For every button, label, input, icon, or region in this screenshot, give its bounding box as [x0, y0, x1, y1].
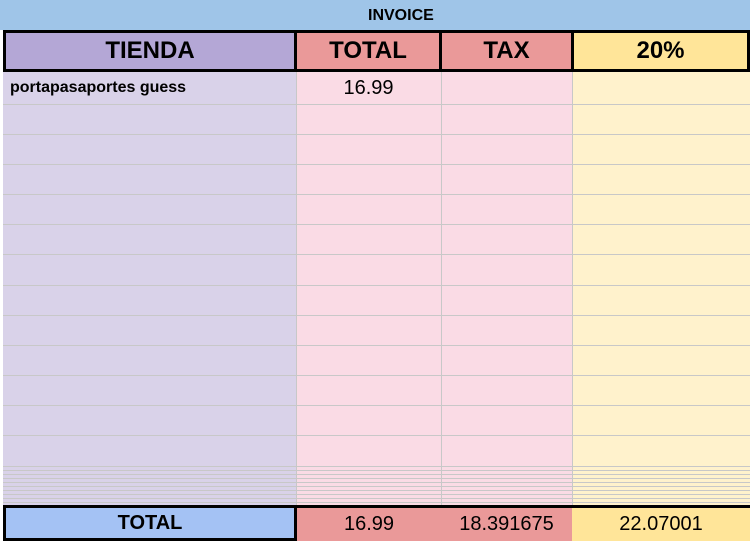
grid-line	[3, 254, 750, 255]
grid-line	[3, 134, 750, 135]
total-cell: 16.99	[297, 505, 441, 541]
total-cell: 22.07001	[572, 505, 750, 541]
cell: 16.99	[343, 76, 394, 99]
grid-line	[3, 478, 750, 479]
grid-line	[3, 104, 750, 105]
column-fill	[441, 71, 572, 505]
grid-line	[441, 71, 442, 505]
column-fill	[572, 71, 750, 505]
grid-line	[3, 285, 750, 286]
column-header: TIENDA	[3, 30, 297, 72]
grid-line	[3, 470, 750, 471]
column-fill	[3, 71, 296, 505]
column-fill	[296, 71, 441, 505]
column-header: 20%	[571, 30, 750, 72]
grid-line	[3, 375, 750, 376]
column-header: TAX	[439, 30, 574, 72]
title-bar: INVOICE	[0, 0, 750, 30]
grid-line	[3, 345, 750, 346]
grid-line	[3, 315, 750, 316]
grid-line	[3, 466, 750, 467]
grid-line	[3, 502, 750, 503]
grid-line	[3, 494, 750, 495]
grid-line	[3, 486, 750, 487]
grid-line	[296, 71, 297, 505]
total-label: TOTAL	[3, 505, 297, 541]
total-cell: 18.391675	[441, 505, 572, 541]
grid-line	[3, 224, 750, 225]
cell: portapasaportes guess	[10, 79, 187, 96]
column-header: TOTAL	[294, 30, 442, 72]
grid-line	[3, 498, 750, 499]
grid-line	[3, 194, 750, 195]
grid-line	[3, 164, 750, 165]
grid-line	[3, 474, 750, 475]
grid-line	[3, 435, 750, 436]
grid-line	[3, 405, 750, 406]
title: INVOICE	[368, 7, 434, 24]
grid-line	[572, 71, 573, 505]
grid-line	[3, 490, 750, 491]
grid-line	[3, 482, 750, 483]
